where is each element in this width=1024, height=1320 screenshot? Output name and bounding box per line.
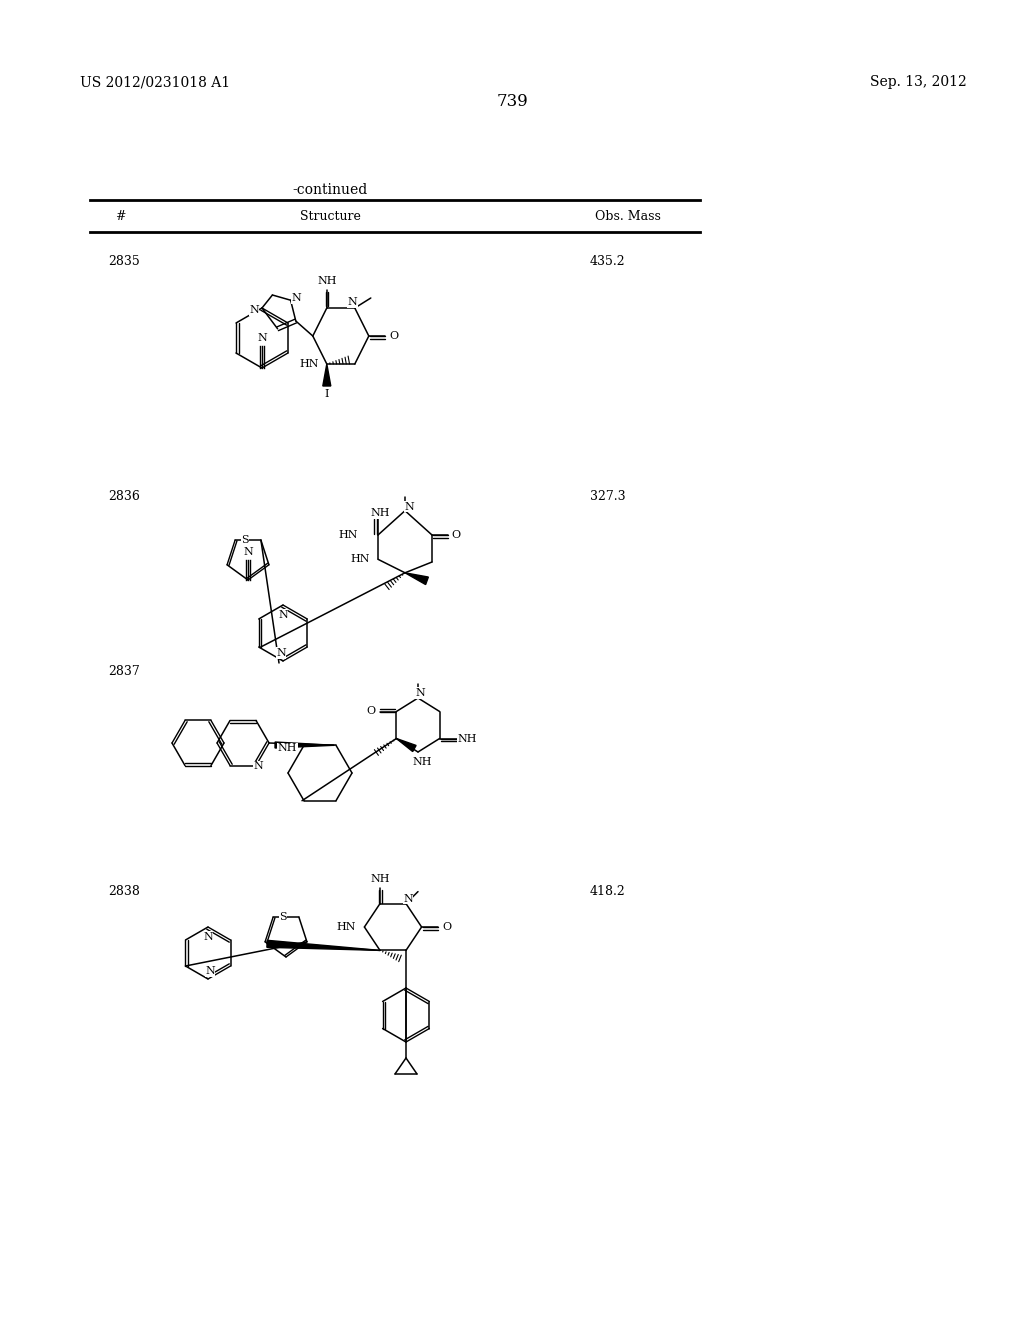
- Text: -continued: -continued: [293, 183, 368, 197]
- Text: S: S: [242, 535, 249, 545]
- Text: N: N: [203, 932, 213, 942]
- Text: N: N: [348, 297, 357, 308]
- Text: Sep. 13, 2012: Sep. 13, 2012: [870, 75, 967, 88]
- Text: I: I: [325, 389, 329, 399]
- Text: O: O: [367, 706, 376, 717]
- Text: N: N: [249, 305, 259, 315]
- Text: Obs. Mass: Obs. Mass: [595, 210, 660, 223]
- Text: 327.3: 327.3: [590, 490, 626, 503]
- Polygon shape: [406, 573, 428, 585]
- Text: 2837: 2837: [108, 665, 139, 678]
- Text: 435.2: 435.2: [590, 255, 626, 268]
- Text: N: N: [257, 333, 267, 343]
- Text: S: S: [280, 912, 287, 923]
- Text: N: N: [243, 546, 253, 557]
- Text: HN: HN: [299, 359, 318, 370]
- Text: NH: NH: [371, 508, 390, 517]
- Text: O: O: [442, 921, 452, 932]
- Text: O: O: [389, 331, 398, 341]
- Text: NH: NH: [371, 874, 390, 883]
- Text: Structure: Structure: [300, 210, 360, 223]
- Text: N: N: [415, 688, 425, 698]
- Text: #: #: [115, 210, 126, 223]
- Text: N: N: [292, 293, 301, 304]
- Text: N: N: [403, 894, 413, 904]
- Polygon shape: [267, 940, 380, 950]
- Polygon shape: [323, 364, 331, 385]
- Text: HN: HN: [338, 531, 357, 540]
- Text: US 2012/0231018 A1: US 2012/0231018 A1: [80, 75, 230, 88]
- Text: N: N: [254, 762, 263, 771]
- Text: HN: HN: [337, 921, 356, 932]
- Text: 2835: 2835: [108, 255, 139, 268]
- Text: NH: NH: [413, 756, 432, 767]
- Text: 739: 739: [496, 92, 528, 110]
- Polygon shape: [275, 742, 334, 748]
- Text: N: N: [404, 502, 414, 512]
- Polygon shape: [396, 738, 416, 751]
- Text: NH: NH: [278, 743, 297, 754]
- Text: NH: NH: [317, 276, 337, 286]
- Text: 2836: 2836: [108, 490, 140, 503]
- Text: N: N: [205, 966, 215, 975]
- Text: 418.2: 418.2: [590, 884, 626, 898]
- Text: O: O: [452, 531, 461, 540]
- Text: HN: HN: [350, 554, 370, 565]
- Text: N: N: [279, 610, 288, 620]
- Text: N: N: [276, 648, 286, 657]
- Text: 2838: 2838: [108, 884, 140, 898]
- Text: NH: NH: [458, 734, 477, 743]
